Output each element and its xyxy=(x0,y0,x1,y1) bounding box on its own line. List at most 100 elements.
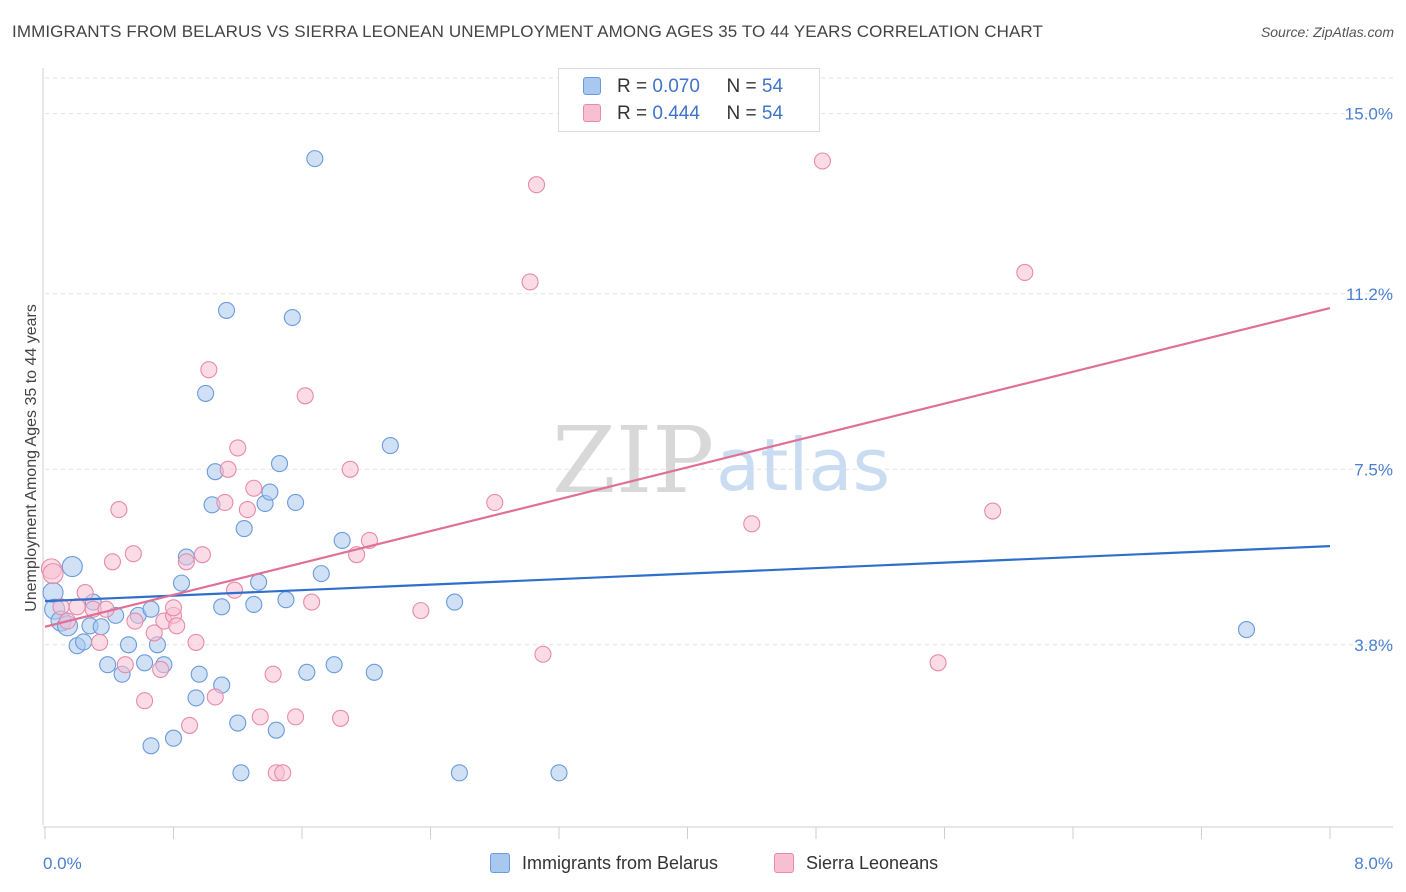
belarus-point xyxy=(446,593,464,611)
grid-lines xyxy=(45,77,1393,646)
sierra-leonean-point xyxy=(164,599,183,617)
legend-r-label: R = xyxy=(617,103,648,124)
sierra-leonean-point xyxy=(245,479,263,497)
belarus-point xyxy=(267,721,285,739)
sierra-leonean-point xyxy=(126,612,144,630)
sierra-leonean-point xyxy=(238,501,256,519)
sierra-leonean-point xyxy=(251,708,269,726)
sierra-leonean-point xyxy=(229,439,247,457)
sierra-leonean-point xyxy=(296,387,314,405)
belarus-point xyxy=(172,574,191,592)
watermark: ZIP atlas xyxy=(552,407,890,514)
belarus-point xyxy=(164,729,183,747)
belarus-point xyxy=(136,654,154,672)
correlation-legend: R = 0.070 N = 54 R = 0.444 N = 54 xyxy=(558,68,820,132)
belarus-point xyxy=(232,764,250,782)
sierra-leonean-point xyxy=(412,602,430,620)
sierra-leonean-point xyxy=(42,563,64,585)
sierra-leonean-point xyxy=(521,273,539,291)
belarus-point xyxy=(312,565,330,583)
axes xyxy=(42,68,1393,839)
sierra-leonean-point xyxy=(124,545,142,563)
sierra-leonean-point xyxy=(331,709,350,727)
sierra-leonean-point xyxy=(136,692,154,710)
belarus-point xyxy=(142,737,160,755)
sierra-leonean-point xyxy=(219,460,237,478)
sierra-leonean-point xyxy=(145,624,163,642)
legend-swatch-sierra-leoneans xyxy=(583,104,601,122)
belarus-point xyxy=(197,384,215,402)
belarus-point xyxy=(333,531,351,549)
sierra-leonean-point xyxy=(341,460,359,478)
sierra-leonean-point xyxy=(91,633,109,651)
sierra-leonean-point xyxy=(206,688,224,706)
sierra-leonean-point xyxy=(110,501,128,519)
sierra-leonean-point xyxy=(216,493,234,512)
belarus-point xyxy=(325,656,343,674)
y-tick-label: 7.5% xyxy=(1354,460,1393,479)
belarus-point xyxy=(245,595,263,614)
belarus-point xyxy=(277,591,295,609)
sierra-leonean-point xyxy=(274,764,292,782)
sierra-leonean-point xyxy=(177,553,195,571)
belarus-point xyxy=(99,656,117,674)
sierra-leonean-point xyxy=(68,598,86,616)
sierra-leonean-point xyxy=(534,645,552,663)
sierra-leonean-point xyxy=(193,546,211,564)
sierra-leonean-point xyxy=(264,665,282,683)
x-tick-label-min: 0.0% xyxy=(43,854,82,873)
sierra-leonean-point xyxy=(984,502,1002,520)
legend-n-value-belarus: 54 xyxy=(761,76,784,97)
sierra-leonean-point xyxy=(152,660,170,678)
belarus-point xyxy=(217,301,236,319)
y-tick-label: 3.8% xyxy=(1354,636,1393,655)
series-sierra-leoneans-points xyxy=(40,152,1034,782)
belarus-point xyxy=(119,636,138,654)
sierra-leonean-point xyxy=(187,633,205,651)
belarus-point xyxy=(550,764,568,782)
y-axis-label: Unemployment Among Ages 35 to 44 years xyxy=(23,304,40,612)
belarus-point xyxy=(61,555,83,578)
legend-swatch-belarus xyxy=(490,853,510,873)
legend-label-belarus: Immigrants from Belarus xyxy=(522,853,719,873)
sierra-leonean-point xyxy=(527,176,546,194)
legend-swatch-belarus xyxy=(583,77,601,95)
belarus-point xyxy=(270,455,289,473)
belarus-point xyxy=(1237,621,1256,639)
legend-n-value-sierra-leoneans: 54 xyxy=(761,103,784,124)
belarus-point xyxy=(306,150,324,168)
belarus-point xyxy=(75,633,93,651)
belarus-point xyxy=(92,618,110,636)
belarus-point xyxy=(187,689,205,707)
sierra-leonean-point xyxy=(813,152,831,170)
legend-n-label: N = xyxy=(726,103,757,124)
sierra-leonean-point xyxy=(76,584,94,602)
belarus-point xyxy=(229,714,247,732)
y-tick-label: 15.0% xyxy=(1345,105,1393,124)
sierra-leonean-point xyxy=(200,361,218,379)
belarus-point xyxy=(213,598,231,616)
sierra-leonean-point xyxy=(486,493,504,512)
belarus-point xyxy=(381,437,399,455)
legend-r-value-belarus: 0.070 xyxy=(652,76,700,97)
belarus-point xyxy=(450,764,468,782)
sierra-leonean-point xyxy=(287,708,305,726)
sierra-leonean-point xyxy=(116,656,134,674)
belarus-point xyxy=(365,663,383,681)
legend-n-label: N = xyxy=(726,76,757,97)
sierra-leonean-point xyxy=(743,515,761,533)
belarus-point xyxy=(190,665,208,683)
belarus-point xyxy=(298,663,316,681)
sierra-leonean-point xyxy=(225,581,244,599)
belarus-point xyxy=(287,493,305,512)
belarus-point xyxy=(142,600,160,618)
legend-swatch-sierra-leoneans xyxy=(774,853,794,873)
legend-r-value-sierra-leoneans: 0.444 xyxy=(652,103,700,124)
sierra-leonean-point xyxy=(103,553,122,571)
sierra-leonean-point xyxy=(168,617,186,635)
sierra-leoneans-trend-line xyxy=(44,306,1331,628)
sierra-leonean-point xyxy=(181,716,199,734)
chart-title: IMMIGRANTS FROM BELARUS VS SIERRA LEONEA… xyxy=(12,22,1043,41)
sierra-leonean-point xyxy=(303,593,321,611)
